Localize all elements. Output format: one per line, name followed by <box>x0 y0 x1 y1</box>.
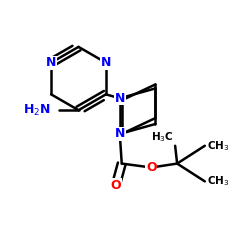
Text: H$_3$C: H$_3$C <box>150 130 173 144</box>
Text: O: O <box>146 161 157 174</box>
Text: N: N <box>114 92 125 105</box>
Text: O: O <box>110 179 121 192</box>
Text: N: N <box>46 56 56 69</box>
Text: H$_2$N: H$_2$N <box>23 102 51 118</box>
Text: N: N <box>101 56 111 69</box>
Text: CH$_3$: CH$_3$ <box>207 139 229 153</box>
Text: CH$_3$: CH$_3$ <box>207 174 229 188</box>
Text: N: N <box>114 128 125 140</box>
